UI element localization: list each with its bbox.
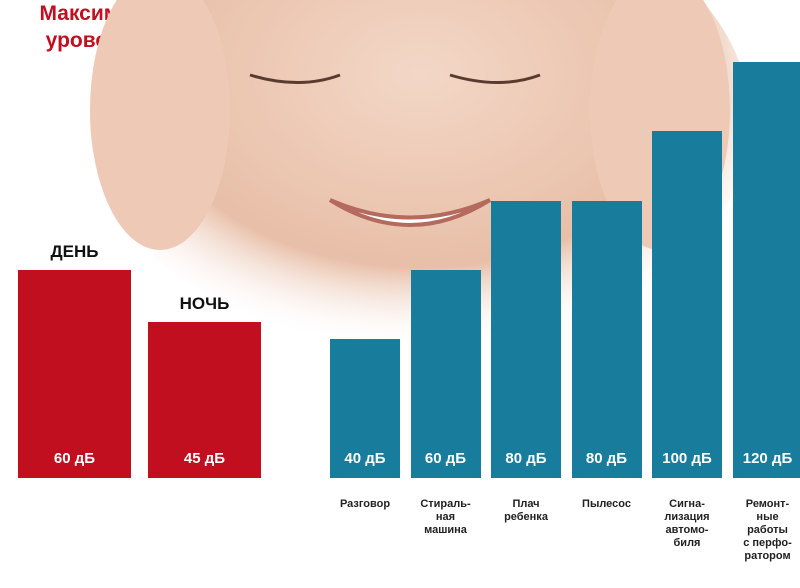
bar bbox=[491, 200, 561, 478]
value-label: 80 дБ bbox=[585, 450, 628, 467]
bar bbox=[18, 270, 131, 478]
category-label: Плач ребенка bbox=[504, 498, 548, 523]
value-label: 45 дБ bbox=[183, 450, 226, 467]
value-label: 80 дБ bbox=[505, 450, 547, 467]
category-label: Сигна- лизация автомо- биля bbox=[664, 498, 710, 549]
category-label: Ремонт- ные работы с перфо- ратором bbox=[743, 498, 792, 562]
bar bbox=[571, 200, 642, 478]
value-label: 100 дБ bbox=[662, 450, 712, 467]
bar bbox=[410, 270, 481, 478]
value-label: 60 дБ bbox=[424, 450, 467, 467]
bar bbox=[652, 131, 722, 478]
category-label: НОЧЬ bbox=[179, 294, 230, 313]
bar bbox=[732, 62, 800, 478]
value-label: 60 дБ bbox=[53, 450, 96, 467]
category-label: ДЕНЬ bbox=[50, 242, 99, 261]
bar bbox=[330, 339, 400, 478]
category-label: Стираль- ная машина bbox=[420, 498, 471, 536]
bar bbox=[148, 322, 261, 478]
value-label: 120 дБ bbox=[742, 450, 793, 467]
category-label: Разговор bbox=[339, 498, 391, 510]
category-label: Пылесос bbox=[582, 498, 631, 510]
value-label: 40 дБ bbox=[344, 450, 386, 467]
